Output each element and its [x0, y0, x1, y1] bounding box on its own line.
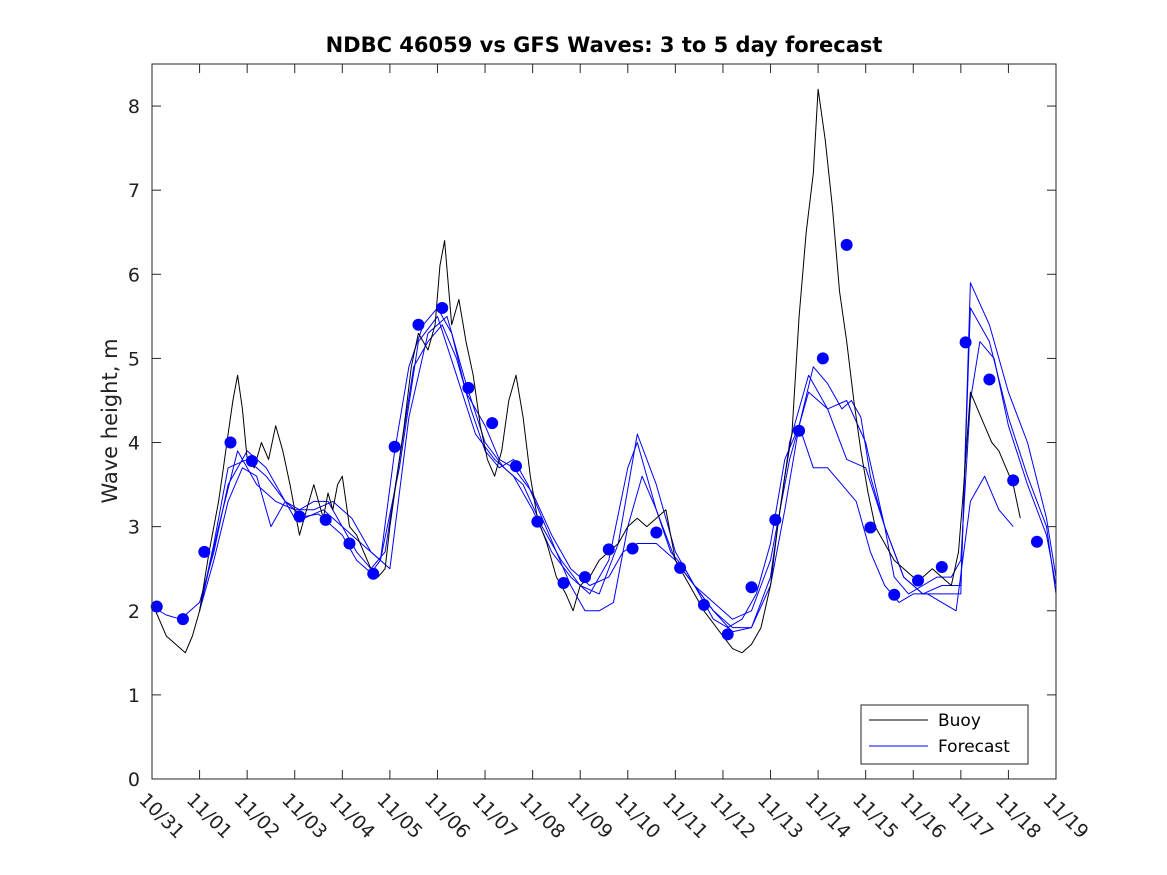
forecast-marker: [721, 628, 734, 641]
forecast-marker: [888, 588, 901, 601]
forecast-marker: [150, 600, 163, 613]
forecast-marker: [697, 598, 710, 611]
forecast-marker: [224, 436, 237, 449]
forecast-marker: [557, 577, 570, 590]
forecast-marker: [912, 574, 925, 587]
forecast-line-3: [199, 282, 1057, 629]
forecast-marker: [509, 460, 522, 473]
forecast-marker: [343, 537, 356, 550]
forecast-marker: [840, 238, 853, 251]
forecast-marker: [319, 513, 332, 526]
forecast-marker: [388, 440, 401, 453]
y-tick-label: 8: [128, 96, 140, 118]
forecast-marker: [959, 336, 972, 349]
y-tick-label: 2: [128, 601, 140, 623]
forecast-marker: [198, 545, 211, 558]
forecast-marker: [1007, 474, 1020, 487]
forecast-marker: [176, 613, 189, 626]
y-tick-label: 1: [128, 685, 140, 707]
forecast-marker: [462, 381, 475, 394]
forecast-markers: [150, 238, 1043, 641]
forecast-marker: [626, 542, 639, 555]
forecast-marker: [983, 373, 996, 386]
plot-frame: [151, 63, 1057, 780]
forecast-marker: [745, 581, 758, 594]
plot-area: [152, 64, 1056, 779]
legend-box: [860, 704, 1029, 765]
legend-buoy-label: Buoy: [938, 711, 981, 731]
forecast-marker: [486, 417, 499, 430]
forecast-marker: [816, 352, 829, 365]
forecast-marker: [674, 561, 687, 574]
forecast-line-2: [199, 307, 1057, 620]
forecast-marker: [864, 521, 877, 534]
forecast-marker: [436, 301, 449, 314]
y-tick-label: 4: [128, 433, 140, 455]
y-tick-label: 5: [128, 348, 140, 370]
forecast-marker: [650, 526, 663, 539]
forecast-marker: [367, 567, 380, 580]
y-axis-label: Wave height, m: [98, 338, 122, 503]
forecast-marker: [1030, 535, 1043, 548]
y-tick-label: 0: [128, 769, 140, 791]
forecast-marker: [793, 424, 806, 437]
forecast-marker: [245, 455, 258, 468]
y-tick-label: 7: [128, 180, 140, 202]
chart-title: NDBC 46059 vs GFS Waves: 3 to 5 day fore…: [326, 33, 883, 57]
forecast-marker: [769, 513, 782, 526]
legend: Buoy Forecast: [860, 704, 1029, 765]
forecast-marker: [602, 543, 615, 556]
forecast-marker: [293, 510, 306, 523]
y-tick-label: 3: [128, 517, 140, 539]
forecast-marker: [412, 318, 425, 331]
forecast-marker: [531, 515, 544, 528]
y-tick-label: 6: [128, 264, 140, 286]
forecast-line-4: [199, 324, 1014, 629]
forecast-marker: [935, 561, 948, 574]
legend-forecast-label: Forecast: [938, 737, 1010, 757]
forecast-marker: [578, 571, 591, 584]
